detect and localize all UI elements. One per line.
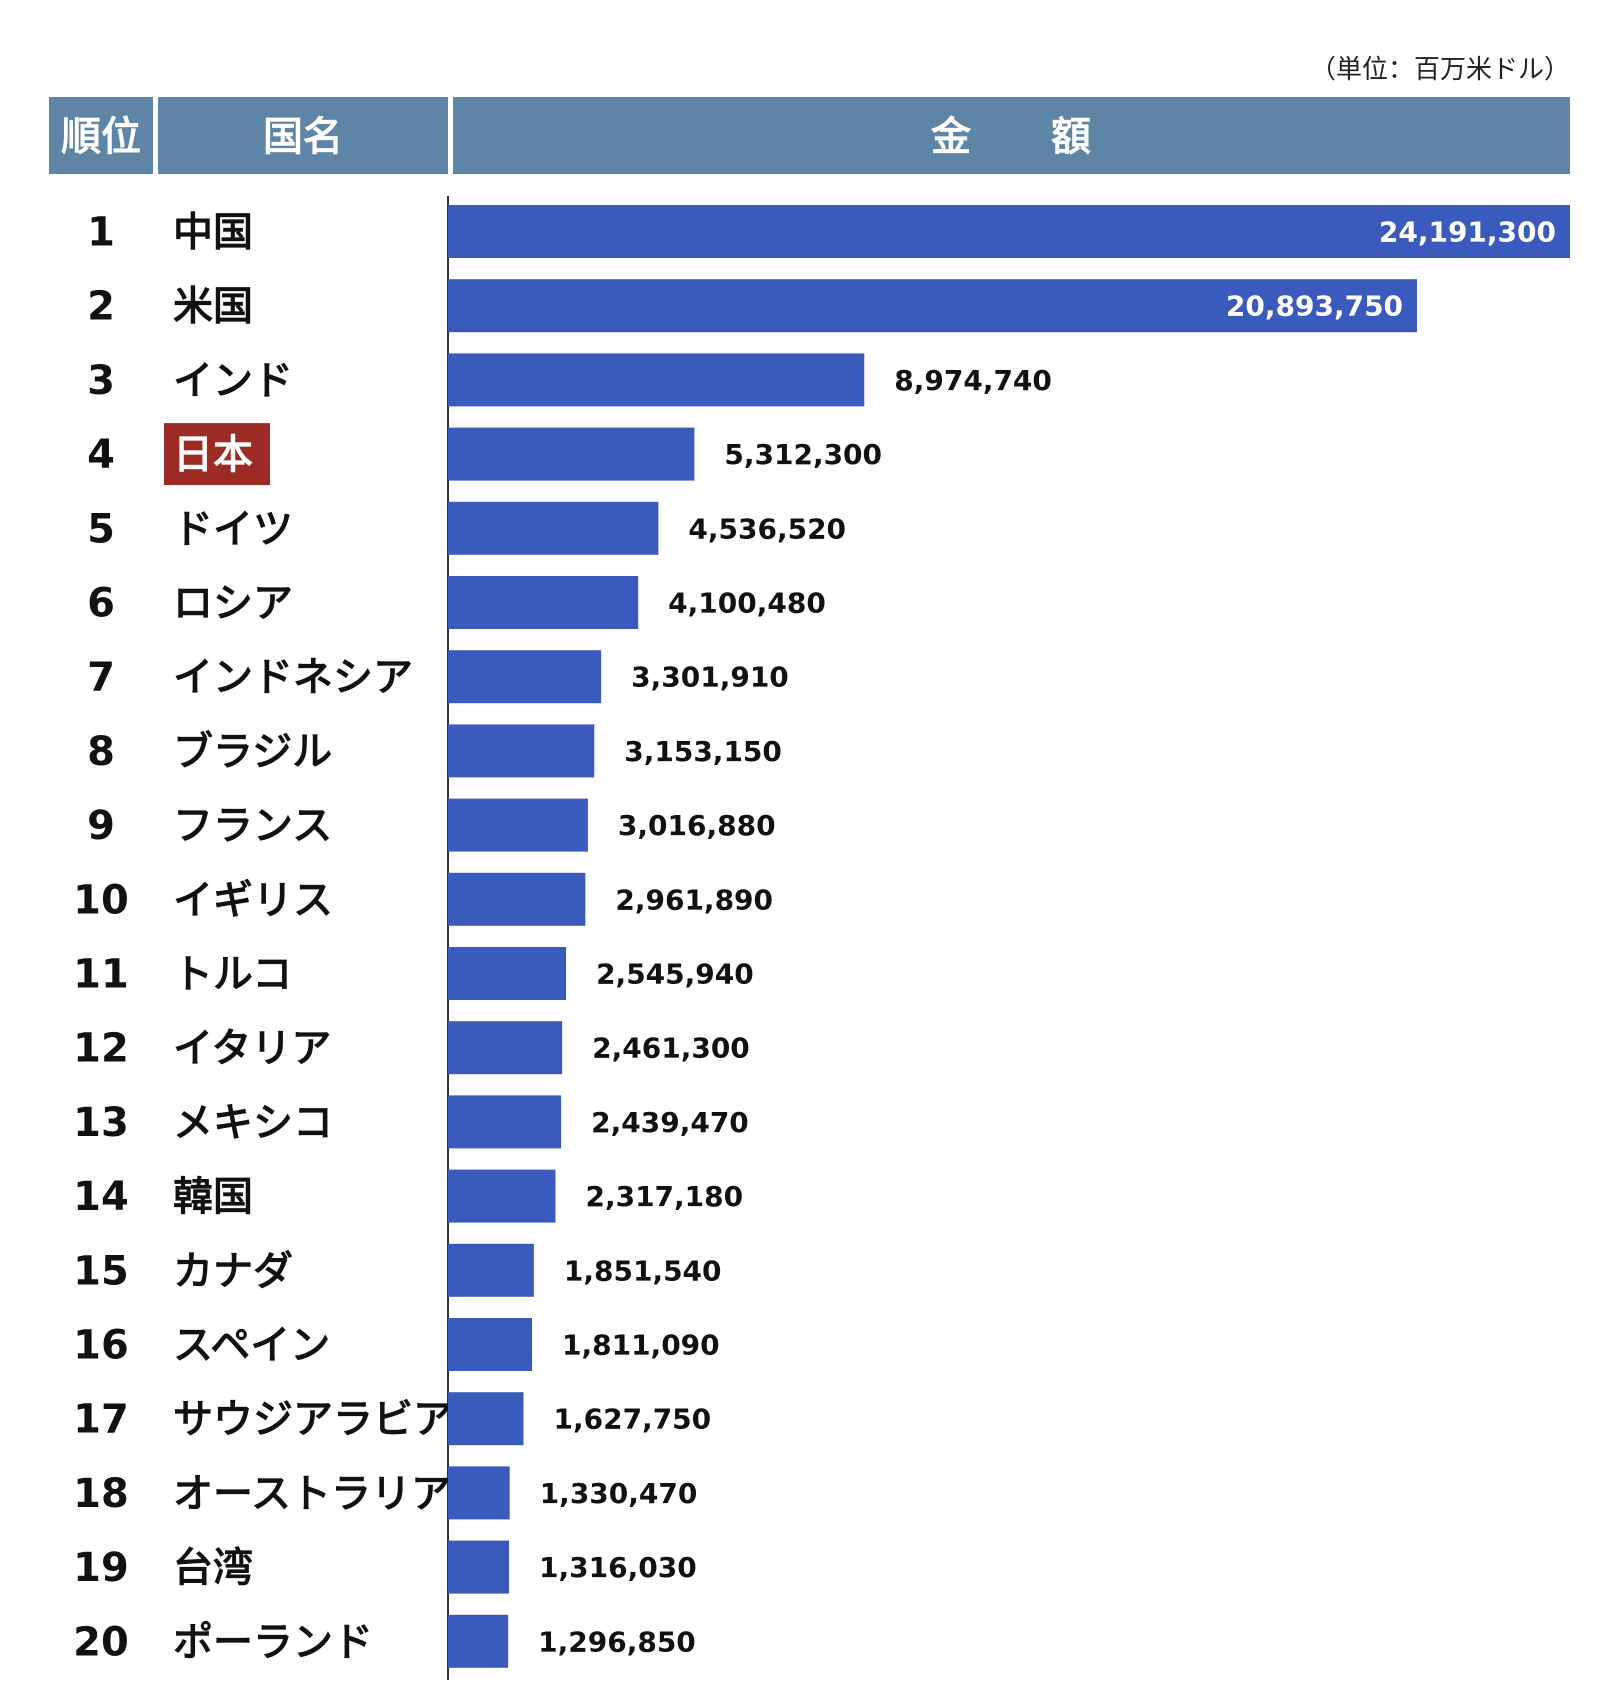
bar: [448, 947, 567, 1000]
value-label: 3,301,910: [631, 661, 789, 694]
header-amount-label: 金 額: [930, 114, 1091, 160]
value-label: 20,893,750: [1226, 290, 1403, 323]
header-amount-cell: [453, 97, 1570, 174]
country-label: ブラジル: [173, 729, 332, 775]
country-label: フランス: [173, 803, 332, 849]
value-label: 1,627,750: [553, 1403, 711, 1436]
country-label: カナダ: [173, 1248, 293, 1294]
value-label: 1,316,030: [539, 1551, 697, 1584]
bar: [448, 1318, 532, 1371]
bar: [448, 205, 1570, 258]
country-label: メキシコ: [173, 1100, 333, 1146]
bar: [448, 279, 1418, 333]
country-label: トルコ: [173, 952, 292, 998]
country-label: 台湾: [173, 1545, 253, 1591]
country-label: スペイン: [173, 1323, 330, 1369]
value-label: 2,461,300: [592, 1032, 750, 1065]
rank-label: 15: [73, 1248, 129, 1294]
chart-rows: 1 中国 24,191,300 2 米国 20,893,750 3 インド 8,974,740 4…: [73, 205, 1570, 1668]
value-label: 1,296,850: [538, 1625, 696, 1658]
rank-label: 11: [73, 952, 129, 998]
bar: [448, 1540, 510, 1594]
value-label: 1,851,540: [564, 1254, 722, 1287]
bar: [448, 427, 695, 481]
country-label: ロシア: [173, 581, 293, 627]
rank-label: 4: [87, 432, 115, 478]
bar: [448, 1021, 563, 1075]
rank-label: 1: [87, 210, 115, 256]
bar: [448, 1169, 556, 1223]
value-label: 4,536,520: [688, 512, 846, 545]
country-label: インド: [173, 358, 293, 404]
rank-label: 3: [87, 358, 115, 404]
value-label: 1,330,470: [540, 1477, 698, 1510]
rank-label: 7: [87, 655, 115, 701]
rank-label: 20: [73, 1619, 129, 1665]
bar: [448, 353, 865, 407]
value-label: 2,439,470: [591, 1106, 749, 1139]
value-label: 3,153,150: [624, 735, 782, 768]
bar: [448, 798, 588, 852]
rank-label: 14: [73, 1174, 129, 1220]
country-label: ポーランド: [173, 1619, 373, 1665]
table-header: 順位 国名 金 額: [49, 97, 1570, 174]
bar: [448, 501, 659, 555]
bar: [448, 1614, 509, 1668]
bar: [448, 1243, 534, 1297]
country-label: サウジアラビア: [173, 1397, 453, 1443]
country-label: 韓国: [173, 1174, 253, 1220]
country-label: イタリア: [173, 1026, 331, 1072]
bar: [448, 724, 595, 778]
header-rank-cell: [49, 97, 153, 174]
value-label: 24,191,300: [1379, 216, 1556, 249]
value-label: 4,100,480: [668, 587, 826, 620]
bar: [448, 872, 586, 926]
country-label: オーストラリア: [173, 1471, 451, 1517]
bar: [448, 576, 639, 629]
value-label: 3,016,880: [618, 809, 776, 842]
bar: [448, 1095, 562, 1149]
bar: [448, 1392, 524, 1446]
header-country-cell: [158, 97, 448, 174]
country-label: 米国: [173, 284, 253, 330]
unit-note: （単位：百万米ドル）: [1310, 55, 1570, 85]
rank-label: 17: [73, 1397, 129, 1443]
rank-label: 9: [87, 803, 115, 849]
value-label: 2,317,180: [585, 1180, 743, 1213]
rank-label: 6: [87, 581, 115, 627]
rank-label: 12: [73, 1026, 129, 1072]
rank-label: 10: [73, 877, 129, 923]
rank-label: 13: [73, 1100, 129, 1146]
country-label: 中国: [173, 210, 253, 256]
header-rank-label: 順位: [61, 114, 141, 160]
value-label: 2,545,940: [596, 958, 754, 991]
country-label: 日本: [173, 432, 253, 478]
bar: [448, 650, 602, 704]
header-country-label: 国名: [263, 114, 343, 160]
rank-label: 18: [73, 1471, 129, 1517]
rank-label: 19: [73, 1545, 129, 1591]
rank-label: 5: [87, 506, 115, 552]
value-label: 1,811,090: [562, 1329, 720, 1362]
value-label: 5,312,300: [724, 438, 882, 471]
country-label: イギリス: [173, 877, 333, 923]
bar: [448, 1466, 510, 1520]
rank-label: 16: [73, 1323, 129, 1369]
value-label: 2,961,890: [615, 883, 773, 916]
value-label: 8,974,740: [894, 364, 1052, 397]
highlight-badge: [164, 423, 270, 486]
country-label: インドネシア: [173, 655, 413, 701]
country-label: ドイツ: [173, 506, 293, 552]
rank-label: 2: [87, 284, 115, 330]
rank-label: 8: [87, 729, 115, 775]
